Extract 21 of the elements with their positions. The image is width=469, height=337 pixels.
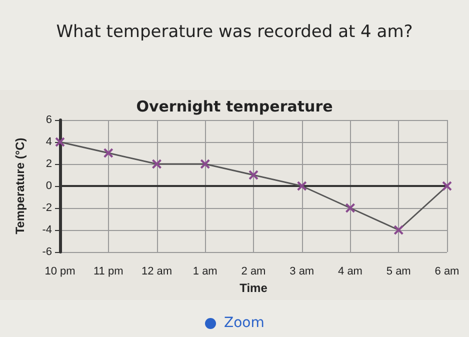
y-tick-label: 0 (46, 180, 52, 192)
chart-title: What temperature was recorded at 4 am? (55, 22, 414, 42)
y-tick-label: -4 (42, 224, 52, 236)
x-axis-title: Time (240, 281, 268, 295)
y-tick-label: 2 (46, 158, 52, 170)
y-axis-title: Temperature (°C) (13, 138, 27, 234)
y-tick-label: 4 (46, 136, 52, 148)
x-tick-label: 11 pm (93, 266, 124, 278)
x-tick-label: 6 am (434, 266, 460, 278)
x-tick-label: 1 am (192, 266, 218, 278)
x-tick-label: 12 am (141, 266, 172, 278)
text: Zoom (224, 315, 264, 331)
x-tick-label: 2 am (241, 266, 266, 278)
x-tick-label: 10 pm (44, 266, 76, 278)
x-tick-label: 4 am (338, 266, 362, 278)
y-tick-label: -6 (42, 246, 52, 258)
chart-subtitle: Overnight temperature (136, 98, 333, 116)
y-tick-label: 6 (46, 114, 52, 126)
y-tick-label: -2 (42, 202, 52, 214)
x-tick-label: 3 am (290, 266, 314, 278)
x-tick-label: 5 am (386, 266, 411, 278)
